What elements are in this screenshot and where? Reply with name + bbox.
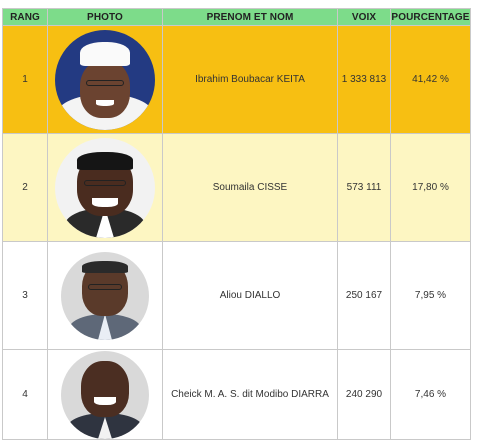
candidate-photo-cisse (55, 137, 155, 238)
candidate-photo-diarra (61, 350, 149, 439)
photo-cell (47, 241, 163, 350)
table-row: 3 Aliou DIALLO 250 167 7,95 % (2, 241, 471, 350)
photo-cell (47, 349, 163, 440)
rank-cell: 3 (2, 241, 48, 350)
table-row: 4 Cheick M. A. S. dit Modibo DIARRA 240 … (2, 349, 471, 440)
photo-cell (47, 133, 163, 242)
header-photo: PHOTO (47, 8, 163, 26)
photo-cell (47, 25, 163, 134)
table-row: 1 Ibrahim Boubacar KEITA 1 333 813 41,42… (2, 25, 471, 134)
name-cell: Ibrahim Boubacar KEITA (162, 25, 338, 134)
votes-cell: 250 167 (337, 241, 391, 350)
percent-cell: 7,95 % (390, 241, 471, 350)
candidate-photo-keita (55, 29, 155, 130)
table-row: 2 Soumaila CISSE 573 111 17,80 % (2, 133, 471, 242)
percent-cell: 17,80 % (390, 133, 471, 242)
rank-cell: 1 (2, 25, 48, 134)
name-cell: Soumaila CISSE (162, 133, 338, 242)
rank-cell: 4 (2, 349, 48, 440)
header-percent: POURCENTAGE (390, 8, 471, 26)
header-name: PRENOM ET NOM (162, 8, 338, 26)
votes-cell: 1 333 813 (337, 25, 391, 134)
percent-cell: 41,42 % (390, 25, 471, 134)
table-header-row: RANG PHOTO PRENOM ET NOM VOIX POURCENTAG… (2, 8, 471, 26)
header-votes: VOIX (337, 8, 391, 26)
votes-cell: 573 111 (337, 133, 391, 242)
candidate-photo-diallo (61, 251, 149, 340)
rank-cell: 2 (2, 133, 48, 242)
percent-cell: 7,46 % (390, 349, 471, 440)
votes-cell: 240 290 (337, 349, 391, 440)
header-rank: RANG (2, 8, 48, 26)
name-cell: Cheick M. A. S. dit Modibo DIARRA (162, 349, 338, 440)
name-cell: Aliou DIALLO (162, 241, 338, 350)
election-results-table: RANG PHOTO PRENOM ET NOM VOIX POURCENTAG… (2, 8, 471, 440)
